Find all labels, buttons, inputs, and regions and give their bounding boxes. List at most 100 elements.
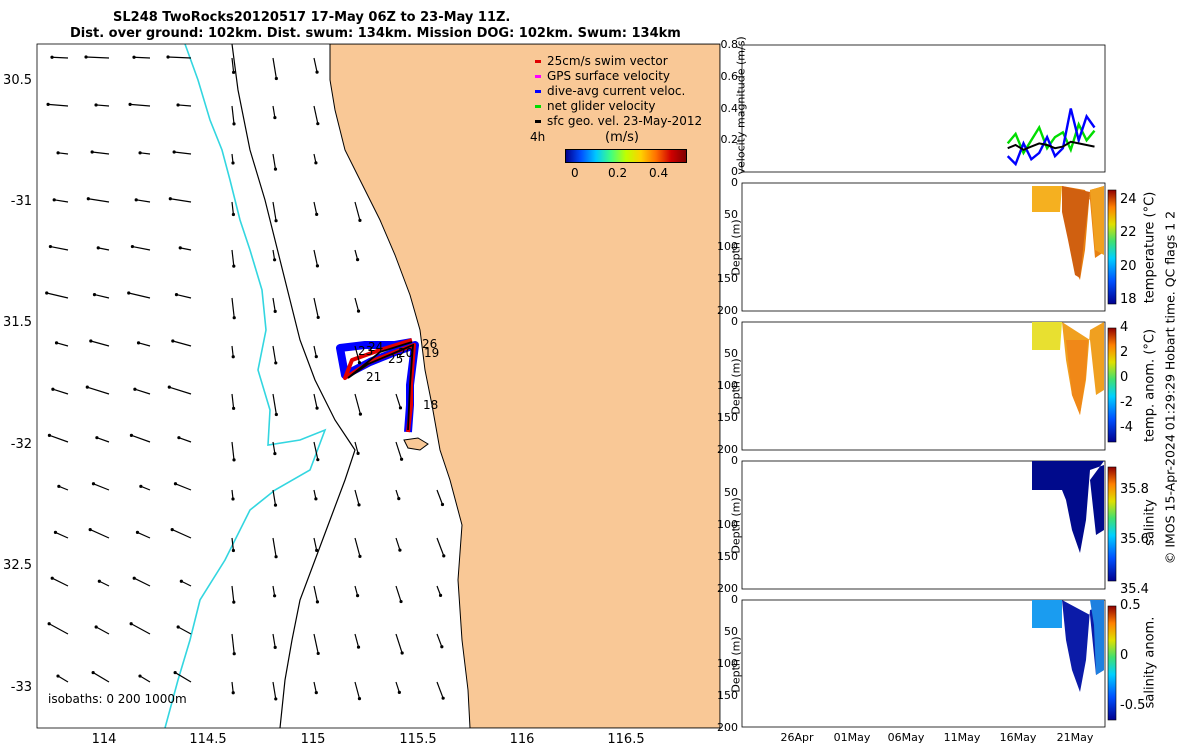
arrow-head [47,433,52,437]
arrow-head [273,645,277,649]
arrow-head [273,258,277,262]
lon-tick-3: 115.5 [399,732,437,747]
arrow-head [357,697,362,701]
arrow-head [56,151,60,155]
arrow-head [440,645,444,649]
arrow-100 [354,297,360,312]
arrow-head [127,291,131,295]
arrow-15 [96,104,110,107]
arrow-head [316,122,320,126]
arrow-81 [272,585,276,596]
sanom-cbtick-0: 0.5 [1120,598,1141,613]
arrow-84 [313,57,318,73]
arrow-21 [87,386,110,395]
arrow-head [397,497,401,501]
arrow-22 [96,437,110,443]
arrow-head [231,691,235,695]
arrow-94 [313,537,318,551]
arrow-43 [178,104,192,107]
lat-tick-0: 30.5 [3,73,32,88]
cb-tick-04: 0.4 [649,166,669,180]
depth-tick-1-0: 0 [731,315,738,328]
day-label-26: 26 [422,337,438,351]
arrow-head [86,197,90,201]
depth-tick-3-0: 0 [731,593,738,606]
arrow-1 [48,103,69,107]
depth-tick-0-2: 100 [717,240,738,253]
depth-tick-2-4: 200 [717,582,738,595]
arrow-28 [133,56,151,59]
legend-time: 4h [530,130,546,144]
arrow-118 [436,585,442,596]
arrow-head [171,339,175,343]
cb-tick-02: 0.2 [608,166,628,180]
arrow-head [139,484,143,488]
arrow-30 [140,152,151,155]
x-tick-0: 26Apr [780,731,814,744]
arrow-head [176,625,180,629]
arrow-head [177,436,181,440]
arrow-head [231,355,235,359]
arrow-31 [136,199,151,203]
arrow-17 [88,198,110,203]
arrow-head [316,458,320,462]
sal-cbtick-1: 35.6 [1120,532,1149,547]
arrow-head [92,292,97,297]
arrow-head [274,219,278,223]
arrow-head [315,600,320,604]
arrow-head [85,385,89,389]
arrow-67 [231,585,235,603]
arrow-head [273,503,278,507]
arrow-head [173,670,177,675]
tanom-cbtick-1: 2 [1120,345,1129,360]
arrow-10 [55,531,69,539]
arrow-56 [231,57,235,73]
arrow-106 [354,585,359,596]
arrow-head [129,622,133,626]
lon-tick-0: 114 [91,732,117,747]
arrow-head [136,341,141,345]
depth-tick-1-1: 50 [724,347,738,360]
arrow-head [88,527,92,532]
arrow-head [398,406,403,410]
arrow-head [91,482,96,486]
arrow-2 [58,152,69,155]
arrow-23 [93,483,110,491]
arrow-87 [313,201,318,215]
arrow-head [315,548,319,552]
arrow-117 [436,537,445,557]
map-colorbar [565,149,687,163]
vel-ytick-4: 0.8 [720,38,739,51]
legend-label: dive-avg current veloc. [547,84,686,98]
lon-tick-1: 114.5 [189,732,227,747]
arrow-head [134,198,138,202]
legend-swatch [535,60,541,63]
depth-tick-1-3: 150 [717,411,738,424]
arrow-head [356,309,361,313]
day-label-23: 23 [358,344,374,358]
legend-label: sfc geo. vel. 23-May-2012 [547,114,703,128]
arrow-head [84,55,88,59]
day-label-25: 25 [388,352,404,366]
arrow-68 [231,633,235,654]
arrow-head [356,451,360,455]
arrow-11 [51,577,69,587]
arrow-head [96,246,100,250]
arrow-head [273,167,278,171]
arrow-head [50,55,54,59]
arrow-head [128,102,132,106]
day-label-20: 20 [398,346,414,360]
arrow-head [441,696,445,700]
isobath-200 [231,44,356,728]
arrow-89 [313,297,319,318]
arrow-head [314,691,318,695]
legend-entry-2: dive-avg current veloc. [535,84,702,99]
depth-tick-2-0: 0 [731,454,738,467]
legend-entry-0: 25cm/s swim vector [535,54,702,69]
arrow-head [273,594,277,598]
arrow-7 [52,388,69,395]
arrow-head [440,502,445,507]
arrow-96 [313,633,319,654]
lon-tick-4: 116 [509,732,535,747]
arrow-16 [92,151,110,155]
